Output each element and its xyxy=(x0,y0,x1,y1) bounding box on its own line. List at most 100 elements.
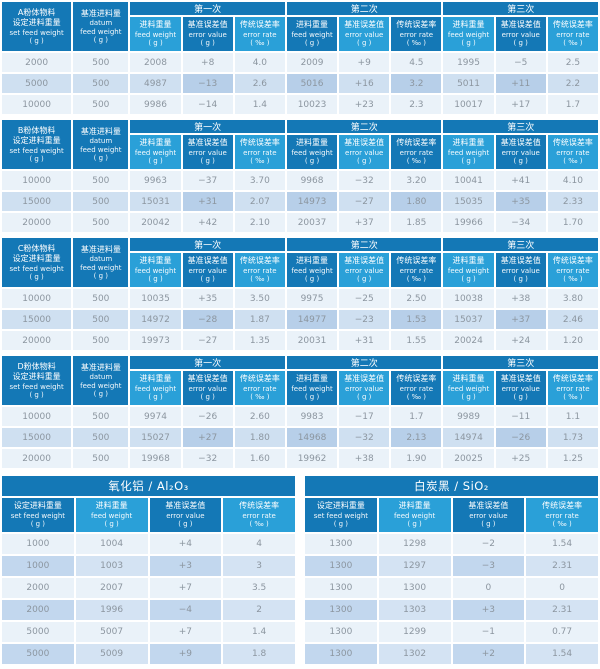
header-text: ( ‰ ) xyxy=(406,157,427,166)
feed-weight-header: 进料重量 feed weight( g ) xyxy=(441,369,496,407)
header-text: 基准进料量 xyxy=(80,362,121,372)
header-text: ( g ) xyxy=(93,35,108,44)
header-text: 基准误差值 xyxy=(187,256,228,266)
table-cell: +16 xyxy=(337,72,392,95)
table-row: 10000 500 10035 +35 3.50 9975 −25 2.50 10038 +38 3… xyxy=(0,287,600,310)
header-text: error value xyxy=(345,266,384,275)
table-cell: 1.53 xyxy=(389,308,444,331)
table-cell: 1303 xyxy=(376,598,453,622)
table-cell: 20042 xyxy=(128,211,183,234)
table-cell: 1003 xyxy=(73,554,150,578)
header-text: D粉体物料 xyxy=(17,361,56,371)
header-text: ( ‰ ) xyxy=(250,157,270,166)
table-cell: 4 xyxy=(221,532,297,556)
table-cell: 5000 xyxy=(0,642,76,666)
header-text: ( g ) xyxy=(93,271,108,280)
table-cell: 20000 xyxy=(0,211,74,234)
table-row: 1300 1302 +2 1.54 xyxy=(303,642,600,666)
trial-header: 第二次 xyxy=(284,236,444,253)
table-cell: +27 xyxy=(180,426,235,449)
header-text: 进料重量 xyxy=(139,256,172,266)
table-cell: 1.4 xyxy=(232,93,287,116)
header-text: 设定进料重量 xyxy=(12,372,61,382)
table-cell: 1.7 xyxy=(545,93,600,116)
table-cell: −28 xyxy=(180,308,235,331)
table-cell: 2008 xyxy=(128,51,183,74)
error-value-header: 基准误差值 error value( g ) xyxy=(337,133,392,171)
header-text: error rate xyxy=(556,30,590,39)
header-text: 传统误差率 xyxy=(552,256,593,266)
table-cell: 3.20 xyxy=(389,169,444,192)
header-text: feed weight xyxy=(291,384,333,393)
header-text: 进料重量 xyxy=(398,501,431,511)
header-text: 传统误差率 xyxy=(396,20,437,30)
table-row: 1000 1004 +4 4 xyxy=(0,532,297,556)
table-cell: 19968 xyxy=(128,447,183,470)
table-cell: 1300 xyxy=(303,554,379,578)
header-text: error rate xyxy=(243,384,277,393)
error-rate-header: 传统误差率 error rate( ‰ ) xyxy=(232,369,287,407)
material-table-title: 白炭黑 / SiO₂ xyxy=(303,474,600,498)
error-value-header: 基准误差值 error value( g ) xyxy=(180,251,235,289)
table-cell: 1.73 xyxy=(545,426,600,449)
table-cell: +42 xyxy=(180,211,235,234)
error-value-header: 基准误差值 error value( g ) xyxy=(493,369,548,407)
header-text: 基准误差值 xyxy=(500,20,541,30)
table-cell: 1300 xyxy=(303,620,379,644)
header-text: feed weight xyxy=(134,30,177,39)
table-cell: 2007 xyxy=(73,576,150,600)
error-rate-header: 传统误差率 error rate( ‰ ) xyxy=(545,251,600,289)
header-text: ( g ) xyxy=(461,39,476,48)
table-cell: +23 xyxy=(337,93,392,116)
table-cell: +7 xyxy=(147,576,224,600)
table-cell: +9 xyxy=(147,642,224,666)
table-cell: 2.60 xyxy=(232,405,287,428)
header-text: ( g ) xyxy=(357,393,372,402)
table-cell: 10023 xyxy=(284,93,340,116)
table-cell: 5009 xyxy=(73,642,150,666)
header-text: feed weight xyxy=(447,148,490,157)
header-text: ( g ) xyxy=(304,157,320,166)
error-rate-header: 传统误差率 error rate( ‰ ) xyxy=(545,15,600,53)
table-cell: 3.70 xyxy=(232,169,287,192)
table-cell: 9989 xyxy=(441,405,496,428)
table-cell: +37 xyxy=(493,308,548,331)
header-text: feed weight xyxy=(291,30,333,39)
header-text: 基准进料量 xyxy=(80,244,121,254)
header-text: 基准误差值 xyxy=(344,138,385,148)
table-cell: 10041 xyxy=(441,169,496,192)
feed-weight-header: 进料重量 feed weight( g ) xyxy=(128,133,183,171)
header-text: 进料重量 xyxy=(95,501,128,511)
table-cell: −14 xyxy=(180,93,235,116)
table-cell: 9974 xyxy=(128,405,183,428)
header-text: error rate xyxy=(243,266,277,275)
table-cell: 500 xyxy=(71,72,131,95)
header-text: 传统误差率 xyxy=(396,256,437,266)
table-cell: 15027 xyxy=(128,426,183,449)
header-text: ( g ) xyxy=(104,520,119,529)
table-cell: 0.77 xyxy=(524,620,600,644)
table-cell: 1004 xyxy=(73,532,150,556)
header-text: 传统误差率 xyxy=(396,374,437,384)
header-text: 进料重量 xyxy=(296,374,329,384)
table-cell: 2 xyxy=(221,598,297,622)
table-cell: 3.50 xyxy=(232,287,287,310)
error-rate-header: 传统误差率 error rate( ‰ ) xyxy=(221,496,297,534)
table-cell: 1300 xyxy=(303,598,379,622)
table-cell: +24 xyxy=(493,329,548,352)
header-text: set feed weight xyxy=(9,264,64,273)
error-value-header: 基准误差值 error value( g ) xyxy=(180,15,235,53)
table-row: 1000 1003 +3 3 xyxy=(0,554,297,578)
header-text: 传统误差率 xyxy=(542,501,583,511)
table-cell: 15000 xyxy=(0,426,74,449)
header-text: ( ‰ ) xyxy=(406,275,427,284)
header-text: 传统误差率 xyxy=(239,138,280,148)
table-cell: 15035 xyxy=(441,190,496,213)
header-text: error value xyxy=(345,30,384,39)
table-cell: 3.5 xyxy=(221,576,297,600)
header-text: ( g ) xyxy=(29,390,44,399)
table-cell: 1.60 xyxy=(232,447,287,470)
header-text: ( g ) xyxy=(407,520,422,529)
header-text: ( g ) xyxy=(200,393,215,402)
header-text: 基准误差值 xyxy=(500,256,541,266)
